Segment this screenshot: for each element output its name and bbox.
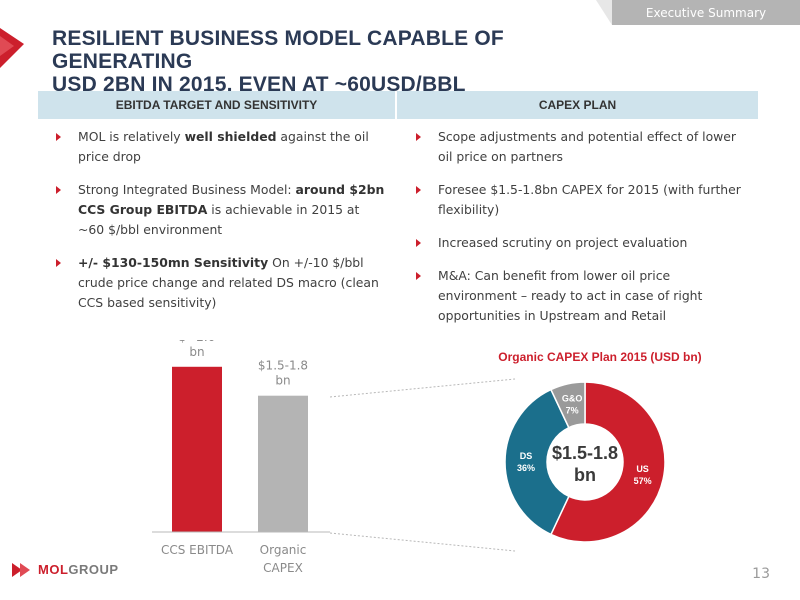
donut-center-label: bn [574,465,596,485]
title-line-1: RESILIENT BUSINESS MODEL CAPABLE OF GENE… [52,27,504,73]
logo-text-mol: MOL [38,562,69,577]
donut-slice-us [549,381,666,543]
slice-value-label: 36% [517,463,535,473]
connector-line-top [330,378,516,398]
bullet-arrow-icon [416,239,421,247]
bullet-item: Scope adjustments and potential effect o… [400,127,745,167]
bullet-arrow-icon [416,133,421,141]
bullet-item: Foresee $1.5-1.8bn CAPEX for 2015 (with … [400,180,745,220]
page-number: 13 [752,566,770,582]
bullet-bold-text: well shielded [184,129,277,144]
ebitda-bullet-list: MOL is relatively well shielded against … [40,127,385,326]
bullet-item: M&A: Can benefit from lower oil price en… [400,266,745,326]
bullet-item: MOL is relatively well shielded against … [40,127,385,167]
slice-value-label: 7% [566,405,579,415]
logo-text-group: GROUP [68,562,119,577]
bullet-arrow-icon [416,272,421,280]
section-tab: Executive Summary [612,0,800,25]
bullet-text: Strong Integrated Business Model: [78,182,296,197]
bullet-bold-text: +/- $130-150mn Sensitivity [78,255,269,270]
bar-value-label: $1.5-1.8 [258,359,308,373]
x-tick-label: CCS EBITDA [161,543,234,557]
x-tick-label: CAPEX [263,561,303,575]
bar-1 [172,366,222,532]
slice-name-label: DS [520,451,533,461]
bar-value-label: bn [275,374,290,388]
bullet-text: against the oil price drop [78,129,369,164]
donut-slice-go [549,381,586,429]
logo-mark-icon [12,562,30,577]
bar-2 [258,395,308,532]
bar-value-label: bn [189,345,204,359]
bullet-text: MOL is relatively [78,129,185,144]
corner-shape [596,0,612,25]
bullet-arrow-icon [56,133,61,141]
company-logo: MOLGROUP [12,562,119,577]
bullet-bold-text: around $2bn CCS Group EBITDA [78,182,385,217]
brand-emblem-icon [0,28,24,68]
connector-line-bottom [330,532,516,552]
slice-name-label: G&O [562,393,583,403]
bullet-text: On +/-10 $/bbl crude price change and re… [78,255,379,310]
bullet-text: M&A: Can benefit from lower oil price en… [438,268,703,323]
x-tick-label: Organic [260,543,307,557]
slice-name-label: US [636,464,649,474]
bullet-text: Scope adjustments and potential effect o… [438,129,737,164]
bullet-arrow-icon [56,186,61,194]
bullet-arrow-icon [416,186,421,194]
ebitda-section-header: EBITDA TARGET AND SENSITIVITY [38,91,395,119]
bullet-text: Foresee $1.5-1.8bn CAPEX for 2015 (with … [438,182,741,217]
bullet-arrow-icon [56,259,61,267]
bullet-text: is achievable in 2015 at ~60 $/bbl envir… [78,202,360,237]
capex-section-header: CAPEX PLAN [397,91,758,119]
donut-slice-ds [504,388,570,536]
capex-bullet-list: Scope adjustments and potential effect o… [400,127,745,339]
donut-center-label: $1.5-1.8 [552,443,618,463]
bullet-item: Increased scrutiny on project evaluation [400,233,745,253]
bullet-item: +/- $130-150mn Sensitivity On +/-10 $/bb… [40,253,385,313]
capex-donut-chart: US 57% DS 36% G&O 7% $1.5-1.8bn [330,378,666,552]
donut-chart-title: Organic CAPEX Plan 2015 (USD bn) [498,350,702,364]
bullet-text: Increased scrutiny on project evaluation [438,235,688,250]
slice-value-label: 57% [634,476,652,486]
bullet-item: Strong Integrated Business Model: around… [40,180,385,240]
bar-value-label: $~2.0 [179,340,216,344]
